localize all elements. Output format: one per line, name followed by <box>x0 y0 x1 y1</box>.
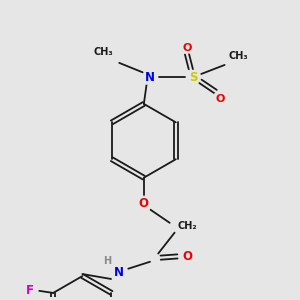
Text: H: H <box>103 256 111 266</box>
Text: O: O <box>215 94 224 104</box>
Text: CH₃: CH₃ <box>94 47 113 57</box>
Text: F: F <box>26 284 34 297</box>
Text: O: O <box>182 250 192 263</box>
Text: N: N <box>114 266 124 279</box>
Text: O: O <box>139 196 149 210</box>
Text: CH₂: CH₂ <box>178 221 197 231</box>
Text: CH₃: CH₃ <box>229 51 248 61</box>
Text: S: S <box>189 71 197 84</box>
Text: O: O <box>182 43 192 53</box>
Text: N: N <box>145 71 155 84</box>
